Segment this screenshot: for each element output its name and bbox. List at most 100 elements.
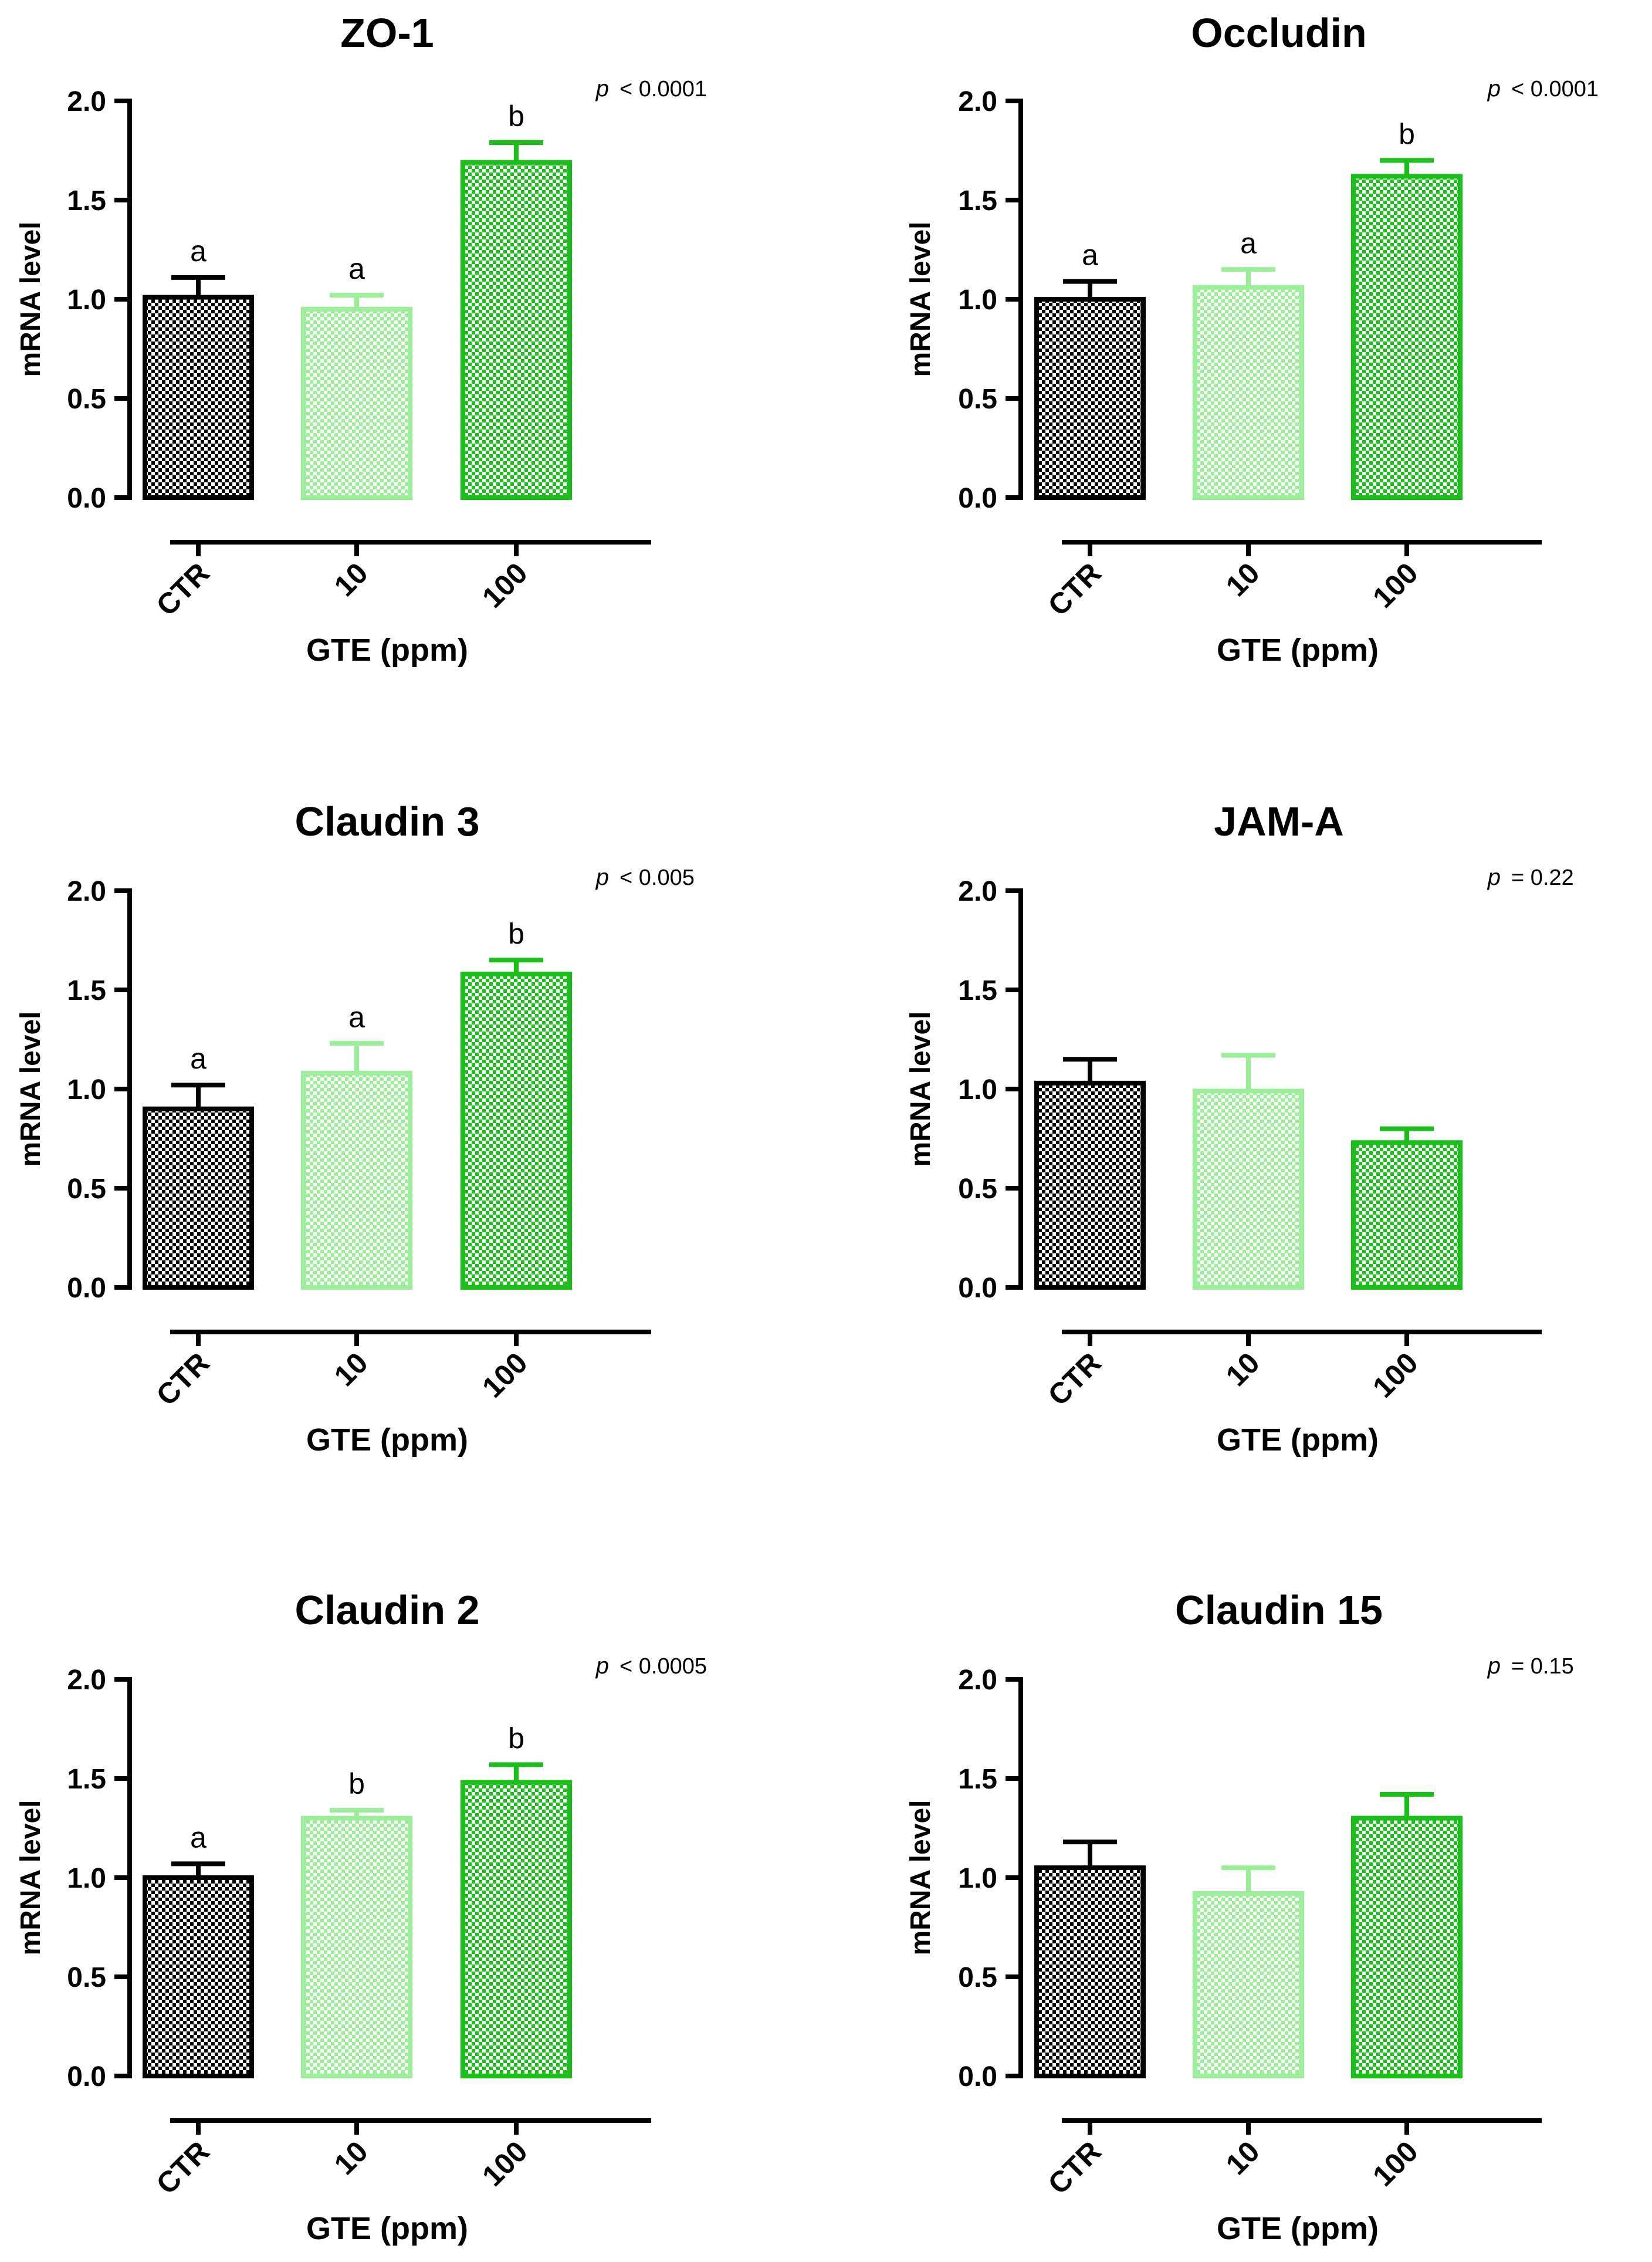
chart-panel-5: Claudin 15 p = 0.15 0.0 0.5 1.0 1.5 2.0 mRNA lev…	[905, 1587, 1574, 2246]
chart-panel-4: Claudin 2 p < 0.0005 0.0 0.5 1.0 1.5 2.0 mRNA le…	[15, 1587, 707, 2246]
y-tick-label: 0.5	[958, 1174, 997, 1205]
y-tick-label: 2.0	[67, 1665, 106, 1696]
y-tick-label: 1.5	[958, 975, 997, 1006]
p-value-text: < 0.0001	[620, 77, 707, 102]
y-tick-label: 0.5	[958, 1962, 997, 1993]
significance-letter: b	[348, 1767, 365, 1800]
bar-CTR	[143, 1106, 254, 1290]
x-tick-label: 10	[1220, 2135, 1266, 2181]
y-axis-label: mRNA level	[905, 1800, 936, 1956]
y-axis-label: mRNA level	[15, 1012, 46, 1167]
bar-CTR	[1034, 1080, 1146, 1290]
x-tick-label: 10	[1220, 1346, 1266, 1392]
bar-100	[461, 160, 572, 500]
x-axis-label: GTE (ppm)	[1217, 1422, 1379, 1458]
y-tick-label: 2.0	[958, 876, 997, 907]
bar-10	[1193, 285, 1304, 500]
p-value-text: < 0.0005	[620, 1654, 707, 1679]
x-tick-label: CTR	[1042, 1346, 1108, 1412]
y-axis-label: mRNA level	[15, 222, 46, 377]
chart-panel-1: Occludin p < 0.0001 0.0 0.5 1.0 1.5 2.0 mRNA lev…	[905, 10, 1599, 668]
x-axis-label: GTE (ppm)	[306, 633, 468, 668]
y-tick-label: 0.5	[958, 384, 997, 415]
x-tick-label: 10	[328, 556, 374, 603]
bar-CTR	[1034, 1865, 1146, 2079]
y-tick-label: 1.5	[958, 185, 997, 217]
x-tick-label: CTR	[150, 556, 216, 622]
x-axis-label: GTE (ppm)	[306, 1422, 468, 1458]
x-tick-label: 100	[1366, 1346, 1424, 1404]
x-tick-label: CTR	[150, 2135, 216, 2200]
p-symbol: p	[1487, 1653, 1501, 1679]
bar-100	[461, 971, 572, 1290]
p-symbol: p	[595, 1653, 609, 1679]
chart-title: Claudin 3	[294, 799, 479, 844]
y-tick-label: 0.0	[958, 483, 997, 514]
y-tick-label: 1.0	[67, 1863, 106, 1894]
y-tick-label: 0.0	[67, 2061, 106, 2092]
bar-CTR	[143, 295, 254, 500]
bar-CTR	[1034, 297, 1146, 500]
x-axis-label: GTE (ppm)	[306, 2211, 468, 2246]
bar-100	[1351, 1815, 1463, 2079]
chart-panel-3: JAM-A p = 0.22 0.0 0.5 1.0 1.5 2.0 mRNA level CTR…	[905, 799, 1574, 1458]
x-axis-label: GTE (ppm)	[1217, 633, 1379, 668]
y-tick-label: 0.0	[67, 483, 106, 514]
significance-letter: b	[508, 100, 524, 133]
significance-letter: a	[1082, 239, 1098, 272]
x-tick-label: 100	[1366, 2135, 1424, 2193]
y-tick-label: 0.0	[958, 2061, 997, 2092]
y-tick-label: 1.5	[67, 185, 106, 217]
bar-10	[1193, 1088, 1304, 1290]
p-symbol: p	[1487, 864, 1501, 890]
x-tick-label: 100	[476, 556, 534, 614]
bar-10	[1193, 1891, 1304, 2079]
bar-10	[301, 1815, 412, 2079]
x-axis-label: GTE (ppm)	[1217, 2211, 1379, 2246]
y-tick-label: 1.0	[958, 1863, 997, 1894]
significance-letter: b	[1399, 117, 1415, 150]
bar-100	[1351, 174, 1463, 500]
y-axis-label: mRNA level	[15, 1800, 46, 1956]
p-symbol: p	[1487, 76, 1501, 102]
y-tick-label: 1.5	[67, 1764, 106, 1795]
significance-letter: a	[190, 235, 206, 268]
bar-10	[301, 1070, 412, 1290]
y-axis-label: mRNA level	[905, 1012, 936, 1167]
y-tick-label: 2.0	[958, 1665, 997, 1696]
significance-letter: a	[348, 252, 365, 285]
y-tick-label: 1.5	[958, 1764, 997, 1795]
significance-letter: a	[1240, 226, 1257, 259]
chart-panel-2: Claudin 3 p < 0.005 0.0 0.5 1.0 1.5 2.0 mRNA lev…	[15, 799, 695, 1458]
significance-letter: b	[508, 1722, 524, 1754]
p-symbol: p	[595, 76, 609, 102]
y-tick-label: 0.5	[67, 1174, 106, 1205]
bar-100	[1351, 1140, 1463, 1290]
significance-letter: a	[190, 1042, 206, 1075]
p-value-text: < 0.005	[620, 865, 695, 890]
significance-letter: a	[190, 1821, 206, 1854]
y-tick-label: 1.0	[958, 1074, 997, 1105]
chart-title: Claudin 15	[1175, 1587, 1383, 1633]
y-tick-label: 0.5	[67, 1962, 106, 1993]
significance-letter: b	[508, 917, 524, 950]
bar-CTR	[143, 1875, 254, 2078]
y-tick-label: 2.0	[67, 86, 106, 117]
x-tick-label: CTR	[1042, 2135, 1108, 2200]
y-tick-label: 1.0	[958, 285, 997, 316]
p-value-text: = 0.15	[1511, 1654, 1574, 1679]
x-tick-label: CTR	[150, 1346, 216, 1412]
x-tick-label: 100	[1366, 556, 1424, 614]
chart-title: ZO-1	[340, 10, 434, 56]
x-tick-label: 10	[328, 2135, 374, 2181]
x-tick-label: CTR	[1042, 556, 1108, 622]
p-symbol: p	[595, 864, 609, 890]
y-tick-label: 0.0	[67, 1273, 106, 1304]
y-tick-label: 1.0	[67, 1074, 106, 1105]
y-tick-label: 0.5	[67, 384, 106, 415]
y-axis-label: mRNA level	[905, 222, 936, 377]
y-tick-label: 2.0	[958, 86, 997, 117]
y-tick-label: 2.0	[67, 876, 106, 907]
p-value-text: = 0.22	[1511, 865, 1574, 890]
